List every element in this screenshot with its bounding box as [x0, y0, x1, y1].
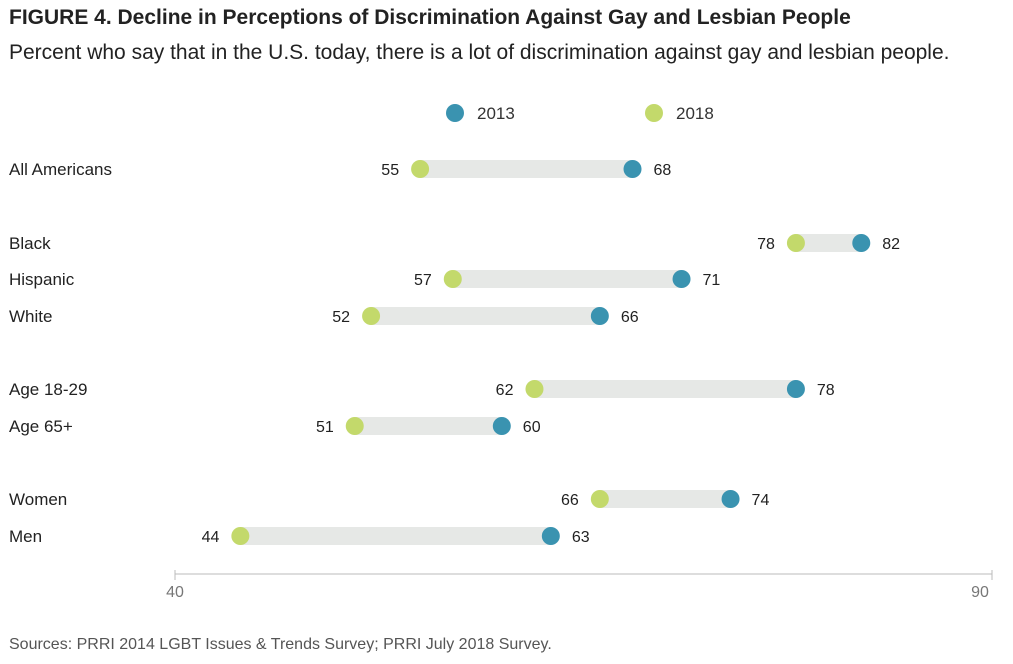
value-label-2013: 71 [703, 272, 721, 289]
value-label-2013: 60 [523, 419, 541, 436]
value-label-2013: 66 [621, 309, 639, 326]
row-label: Men [9, 527, 42, 546]
value-label-2013: 74 [752, 492, 770, 509]
value-label-2018: 62 [496, 382, 514, 399]
range-bar [420, 160, 633, 178]
row-label: White [9, 307, 52, 326]
legend-label-2018: 2018 [676, 104, 714, 123]
legend-marker-2018 [645, 104, 663, 122]
x-tick-label: 90 [971, 584, 989, 601]
point-2013 [721, 490, 740, 508]
point-2013 [623, 160, 642, 178]
point-2013 [590, 307, 609, 325]
row-label: Age 18-29 [9, 380, 87, 399]
row-label: All Americans [9, 160, 112, 179]
point-2013 [786, 380, 805, 398]
value-label-2018: 55 [381, 162, 399, 179]
row-label: Hispanic [9, 270, 75, 289]
value-label-2013: 63 [572, 529, 590, 546]
value-label-2013: 82 [882, 236, 900, 253]
point-2018 [362, 307, 381, 325]
chart-title: FIGURE 4. Decline in Perceptions of Disc… [9, 6, 851, 29]
point-2018 [411, 160, 430, 178]
range-bar [452, 270, 682, 288]
point-2018 [786, 234, 805, 252]
value-label-2018: 51 [316, 419, 334, 436]
legend-marker-2013 [446, 104, 464, 122]
source-note: Sources: PRRI 2014 LGBT Issues & Trends … [9, 636, 552, 653]
point-2018 [231, 527, 250, 545]
value-label-2013: 68 [654, 162, 672, 179]
x-tick-label: 40 [166, 584, 184, 601]
value-label-2013: 78 [817, 382, 835, 399]
point-2013 [492, 417, 511, 435]
value-label-2018: 52 [332, 309, 350, 326]
point-2018 [443, 270, 462, 288]
row-label: Age 65+ [9, 417, 73, 436]
range-bar [534, 380, 796, 398]
value-label-2018: 44 [202, 529, 220, 546]
range-bar [240, 527, 551, 545]
point-2013 [541, 527, 560, 545]
chart-subtitle: Percent who say that in the U.S. today, … [9, 41, 950, 64]
range-bar [795, 234, 862, 252]
point-2013 [852, 234, 871, 252]
value-label-2018: 78 [757, 236, 775, 253]
range-bar [599, 490, 731, 508]
range-bar [354, 417, 502, 435]
point-2013 [672, 270, 691, 288]
row-label: Women [9, 490, 67, 509]
value-label-2018: 57 [414, 272, 432, 289]
value-label-2018: 66 [561, 492, 579, 509]
legend-label-2013: 2013 [477, 104, 515, 123]
point-2018 [345, 417, 364, 435]
range-bar [371, 307, 600, 325]
row-label: Black [9, 234, 51, 253]
point-2018 [525, 380, 544, 398]
point-2018 [590, 490, 609, 508]
